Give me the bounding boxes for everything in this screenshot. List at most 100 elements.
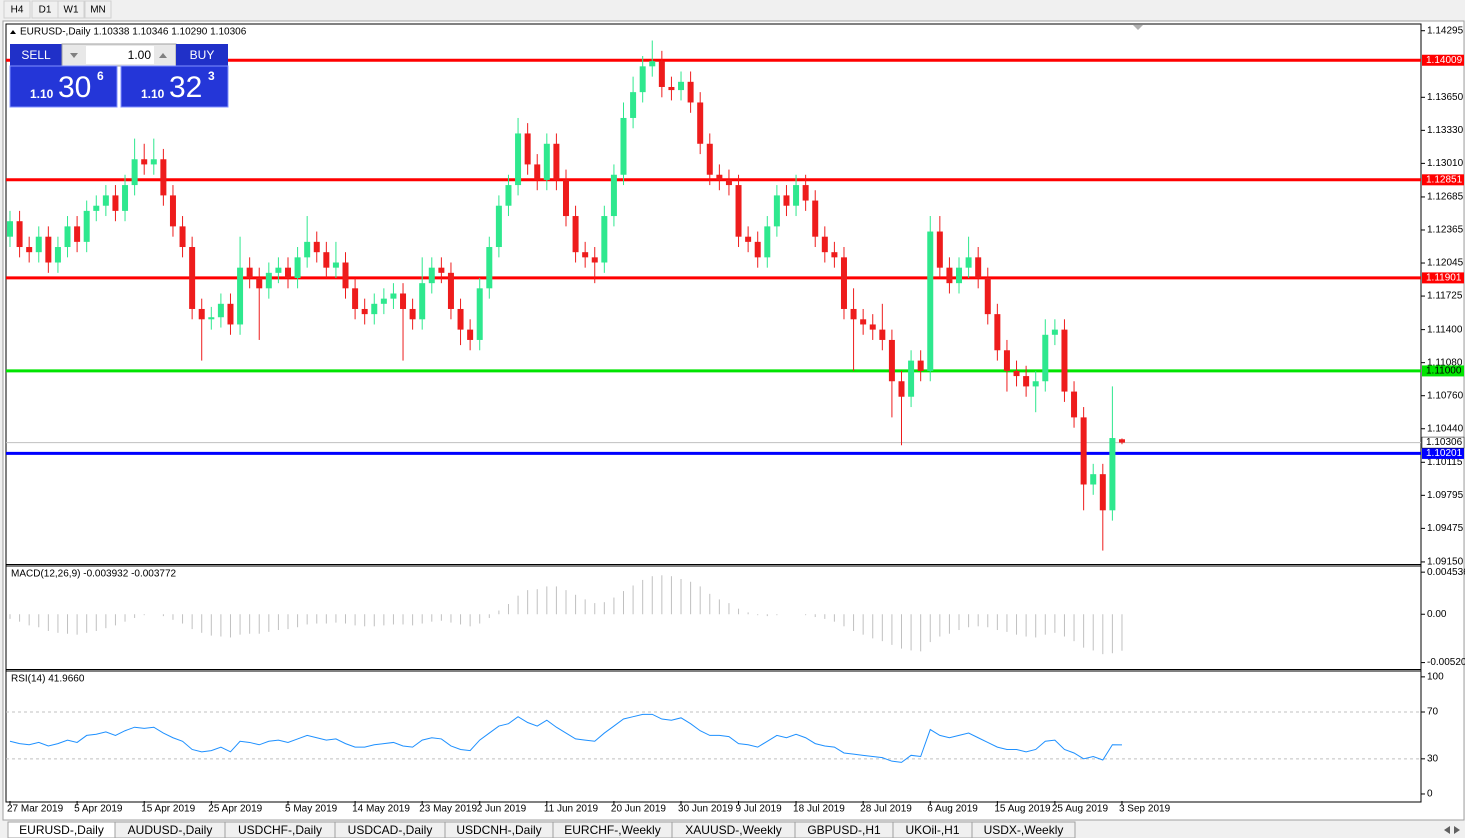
- candle-body: [93, 205, 100, 211]
- tab-label: USDX-,Weekly: [984, 823, 1064, 837]
- x-tick-label: 15 Aug 2019: [994, 804, 1051, 815]
- candle-body: [294, 257, 301, 278]
- x-tick-label: 18 Jul 2019: [793, 804, 845, 815]
- y-tick-label: 0: [1427, 789, 1433, 800]
- candle-body: [888, 339, 895, 382]
- y-tick-label: 1.13330: [1427, 125, 1464, 136]
- candle-body: [735, 185, 742, 237]
- candle-body: [668, 86, 675, 91]
- level-label: 1.11901: [1426, 273, 1462, 284]
- indicator-title: RSI(14) 41.9660: [11, 674, 85, 685]
- candle-body: [74, 226, 81, 242]
- candle-body: [179, 226, 186, 248]
- candle-body: [745, 236, 752, 242]
- candle-body: [1071, 391, 1078, 418]
- candle-body: [476, 288, 483, 340]
- candle-body: [1023, 376, 1030, 387]
- candle-body: [256, 277, 263, 289]
- candle-body: [131, 159, 138, 186]
- candle-body: [908, 360, 915, 397]
- x-tick-label: 28 Jul 2019: [860, 804, 912, 815]
- lot-down[interactable]: [70, 53, 78, 58]
- ask-price-fraction: 3: [208, 69, 215, 83]
- bid-price-box[interactable]: [9, 65, 118, 108]
- tab-scroll-right[interactable]: [1454, 826, 1460, 834]
- lot-up[interactable]: [159, 53, 167, 58]
- candle-body: [802, 185, 809, 201]
- candle-body: [486, 247, 493, 289]
- y-tick-label: 1.10440: [1427, 423, 1464, 434]
- candle-body: [773, 195, 780, 227]
- y-tick-label: 1.13650: [1427, 92, 1464, 103]
- level-label: 1.11000: [1426, 366, 1462, 377]
- ask-price-box[interactable]: [120, 65, 229, 108]
- tab-label: UKOil-,H1: [905, 823, 959, 837]
- x-tick-label: 14 May 2019: [352, 804, 410, 815]
- candle-body: [438, 267, 445, 273]
- candle-body: [1061, 329, 1068, 392]
- candle-body: [850, 308, 857, 320]
- level-label-bg: [1422, 365, 1464, 377]
- level-label-bg: [1422, 174, 1464, 186]
- bid-price-fraction: 6: [97, 69, 104, 83]
- timeframe-button[interactable]: [3, 0, 31, 19]
- bid-price-pips: 30: [58, 71, 91, 104]
- candle-body: [706, 143, 713, 175]
- candle-body: [725, 179, 732, 186]
- title-arrow: [10, 30, 16, 34]
- candle-body: [831, 252, 838, 258]
- indicator-title: MACD(12,26,9) -0.003932 -0.003772: [11, 569, 177, 580]
- y-tick-label: 1.11080: [1427, 357, 1463, 368]
- candle-body: [821, 236, 828, 253]
- candle-body: [160, 159, 167, 196]
- candle-body: [956, 267, 963, 284]
- timeframe-label: H4: [11, 5, 24, 16]
- x-tick-label: 2 Jun 2019: [477, 804, 527, 815]
- sell-label: SELL: [21, 48, 51, 62]
- timeframe-button[interactable]: [84, 0, 112, 19]
- candle-body: [342, 262, 349, 289]
- candle-body: [505, 185, 512, 206]
- tab-label: EURCHF-,Weekly: [564, 823, 660, 837]
- candle-body: [428, 267, 435, 284]
- candle-body: [860, 319, 867, 325]
- tab-label: USDCHF-,Daily: [238, 823, 322, 837]
- candle-body: [54, 247, 61, 263]
- y-tick-label: 1.14295: [1427, 25, 1464, 36]
- candle-body: [217, 303, 224, 318]
- candle-body: [1032, 381, 1039, 387]
- candle-body: [534, 164, 541, 180]
- candle-body: [936, 231, 943, 268]
- buy-button[interactable]: [176, 44, 228, 66]
- candle-body: [332, 262, 339, 268]
- candle-body: [304, 241, 311, 258]
- candle-body: [783, 195, 790, 206]
- candle-body: [361, 308, 368, 315]
- lot-field[interactable]: [86, 46, 154, 64]
- candle-body: [275, 267, 282, 273]
- candle-body: [457, 308, 464, 330]
- candle-body: [917, 360, 924, 371]
- tab-label: USDCNH-,Daily: [456, 823, 541, 837]
- candle-body: [246, 267, 253, 278]
- y-tick-label: 70: [1427, 707, 1439, 718]
- y-tick-label: 1.09475: [1427, 523, 1464, 534]
- candle-body: [812, 200, 819, 237]
- timeframe-button[interactable]: [57, 0, 85, 19]
- candle-body: [898, 381, 905, 397]
- candle-body: [313, 241, 320, 253]
- candle-body: [380, 298, 387, 304]
- timeframe-label: W1: [64, 5, 79, 16]
- rsi-line: [9, 713, 1122, 763]
- symbol-tab[interactable]: [971, 821, 1076, 838]
- sell-button[interactable]: [10, 44, 62, 66]
- candle-body: [869, 324, 876, 330]
- current-price-label: 1.10306: [1426, 437, 1463, 448]
- candle-body: [64, 226, 71, 248]
- y-tick-label: -0.005209: [1427, 657, 1465, 668]
- chart-window: [2, 20, 1465, 821]
- tab-label: USDCAD-,Daily: [348, 823, 433, 837]
- candle-body: [658, 61, 665, 87]
- tab-scroll-left[interactable]: [1444, 826, 1450, 834]
